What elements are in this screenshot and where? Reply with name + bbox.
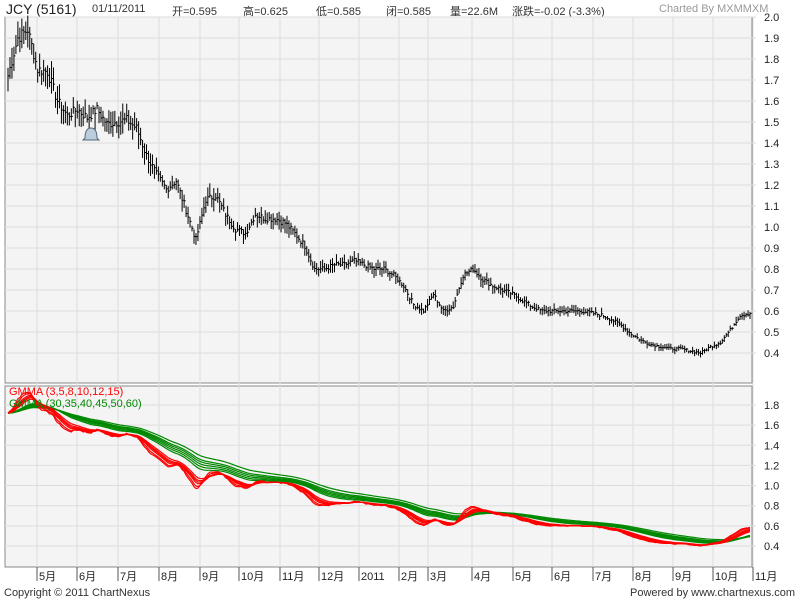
y-tick-label: 1.0 <box>764 481 779 493</box>
x-tick-label: 3月 <box>430 571 447 583</box>
low-label: 低=0.585 <box>316 6 361 18</box>
x-tick-label: 11月 <box>755 571 777 583</box>
y-tick-label: 0.4 <box>764 348 779 360</box>
x-tick-label: 8月 <box>161 571 178 583</box>
volume-label: 量=22.6M <box>450 6 498 18</box>
y-tick-label: 1.6 <box>764 96 779 108</box>
y-tick-label: 0.5 <box>764 327 779 339</box>
gmma-panel <box>4 385 753 568</box>
x-tick-label: 10月 <box>715 571 738 583</box>
y-tick-label: 1.4 <box>764 440 779 452</box>
x-tick-label: 7月 <box>595 571 612 583</box>
powered-by[interactable]: Powered by www.chartnexus.com <box>630 587 796 599</box>
x-tick-label: 2月 <box>401 571 418 583</box>
change-label: 涨跌=-0.02 (-3.3%) <box>512 6 605 18</box>
x-tick-label: 9月 <box>202 571 219 583</box>
bell-icon <box>81 127 101 141</box>
x-tick-label: 8月 <box>635 571 652 583</box>
x-tick-label: 4月 <box>474 571 491 583</box>
x-tick-label: 7月 <box>120 571 137 583</box>
date-label: 01/11/2011 <box>92 3 146 15</box>
x-tick-label: 9月 <box>675 571 692 583</box>
legend-long: GMMA (30,35,40,45,50,60) <box>9 398 142 410</box>
charted-by: Charted By MXMMXM <box>659 3 769 15</box>
open-label: 开=0.595 <box>172 6 217 18</box>
gmma-long-60 <box>7 407 751 541</box>
y-tick-label: 0.8 <box>764 501 779 513</box>
gmma-long-50 <box>7 406 751 542</box>
y-tick-label: 2.0 <box>764 12 779 24</box>
y-tick-label: 0.7 <box>764 285 779 297</box>
y-tick-label: 1.2 <box>764 460 779 472</box>
y-tick-label: 1.6 <box>764 420 779 432</box>
y-tick-label: 1.1 <box>764 201 779 213</box>
y-tick-label: 0.6 <box>764 306 779 318</box>
y-tick-label: 1.2 <box>764 180 779 192</box>
gmma-short-15 <box>7 398 751 546</box>
y-tick-label: 0.4 <box>764 541 779 553</box>
y-tick-label: 0.9 <box>764 243 779 255</box>
y-tick-label: 1.7 <box>764 75 779 87</box>
symbol-title: JCY (5161) <box>6 1 77 17</box>
x-tick-label: 10月 <box>241 571 264 583</box>
price-panel <box>4 16 753 384</box>
high-label: 高=0.625 <box>243 6 288 18</box>
y-tick-label: 1.9 <box>764 33 779 45</box>
y-tick-label: 0.8 <box>764 264 779 276</box>
x-tick-label: 11月 <box>282 571 304 583</box>
x-tick-label: 5月 <box>515 571 532 583</box>
copyright: Copyright © 2011 ChartNexus <box>4 587 151 599</box>
x-tick-label: 6月 <box>79 571 96 583</box>
y-tick-label: 1.4 <box>764 138 779 150</box>
close-label: 闭=0.585 <box>386 6 431 18</box>
x-tick-label: 6月 <box>554 571 571 583</box>
y-tick-label: 1.8 <box>764 54 779 66</box>
x-tick-label: 2011 <box>361 571 385 583</box>
x-tick-label: 12月 <box>321 571 344 583</box>
y-tick-label: 1.0 <box>764 222 779 234</box>
x-tick-label: 5月 <box>39 571 56 583</box>
y-tick-label: 1.8 <box>764 400 779 412</box>
legend-short: GMMA (3,5,8,10,12,15) <box>9 386 124 398</box>
y-tick-label: 1.5 <box>764 117 779 129</box>
y-tick-label: 1.3 <box>764 159 779 171</box>
y-tick-label: 0.6 <box>764 521 779 533</box>
